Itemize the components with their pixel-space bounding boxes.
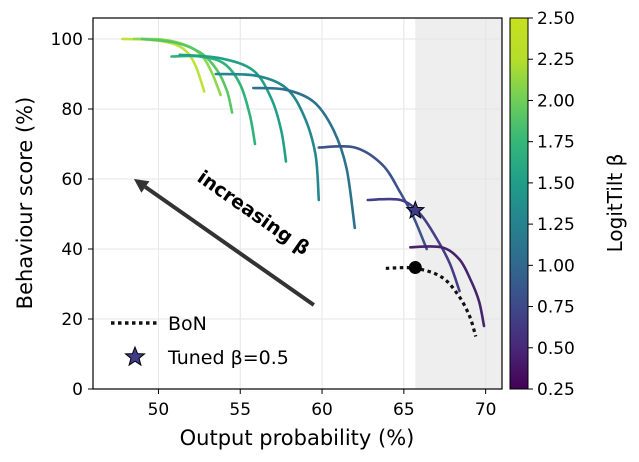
colorbar-tick-label: 0.75 [537, 298, 575, 318]
x-tick-label: 55 [229, 400, 251, 420]
series-line-beta-0.625 [366, 197, 461, 293]
x-axis-label: Output probability (%) [180, 426, 415, 450]
y-tick-label: 0 [72, 380, 83, 400]
y-tick-label: 100 [51, 30, 83, 50]
series-line-beta-0.375 [409, 245, 486, 328]
series-line-beta-1.5 [178, 53, 288, 163]
tick-labels: 50 55 60 65 70 0 20 40 60 80 100 [51, 30, 497, 420]
tuned-star-point [405, 200, 426, 219]
x-tick-label: 70 [475, 400, 497, 420]
colorbar-tick-label: 1.50 [537, 174, 575, 194]
bon-line [385, 266, 478, 337]
annotation-arrow-head [133, 179, 150, 193]
legend-tuned-label: Tuned β=0.5 [167, 347, 289, 369]
x-tick-label: 60 [311, 400, 333, 420]
y-tick-label: 40 [61, 240, 83, 260]
legend-tuned-star-icon [124, 345, 146, 367]
legend: BoN Tuned β=0.5 [111, 313, 289, 369]
series-line-beta-1.25 [214, 72, 321, 202]
series-line-beta-0.875 [317, 144, 428, 251]
y-tick-label: 60 [61, 170, 83, 190]
axes [92, 17, 503, 390]
colorbar-tick-label: 0.25 [537, 380, 575, 400]
grid-lines [93, 18, 502, 390]
series-line-beta-2 [140, 37, 234, 114]
y-axis-label: Behaviour score (%) [13, 97, 37, 310]
annotation-arrow-shaft [144, 185, 316, 307]
colorbar-tick-label: 2.25 [537, 50, 575, 70]
x-tick-label: 50 [148, 400, 170, 420]
colorbar-tick-label: 1.75 [537, 133, 575, 153]
y-tick-label: 80 [61, 100, 83, 120]
plot-background [93, 18, 502, 389]
colorbar-tick-label: 0.50 [537, 339, 575, 359]
colorbar-tick-label: 1.25 [537, 215, 575, 235]
y-tick-label: 20 [61, 310, 83, 330]
legend-bon-label: BoN [168, 313, 207, 335]
marker-layer [405, 200, 426, 275]
series-layer [121, 37, 486, 337]
colorbar-ramp [509, 17, 529, 390]
colorbar-tick-label: 1.00 [537, 256, 575, 276]
bon-point [408, 261, 422, 275]
colorbar-tick-label: 2.50 [537, 9, 575, 29]
x-tick-label: 65 [393, 400, 415, 420]
colorbar-label: LogitTilt β [603, 154, 627, 253]
colorbar: 0.25 0.50 0.75 1.00 1.25 1.50 1.75 2.00 2.25 2.50 [509, 9, 575, 400]
plot-frame [92, 17, 503, 390]
shaded-region [415, 18, 502, 389]
colorbar-tick-label: 2.00 [537, 91, 575, 111]
series-line-beta-1.125 [252, 86, 357, 230]
